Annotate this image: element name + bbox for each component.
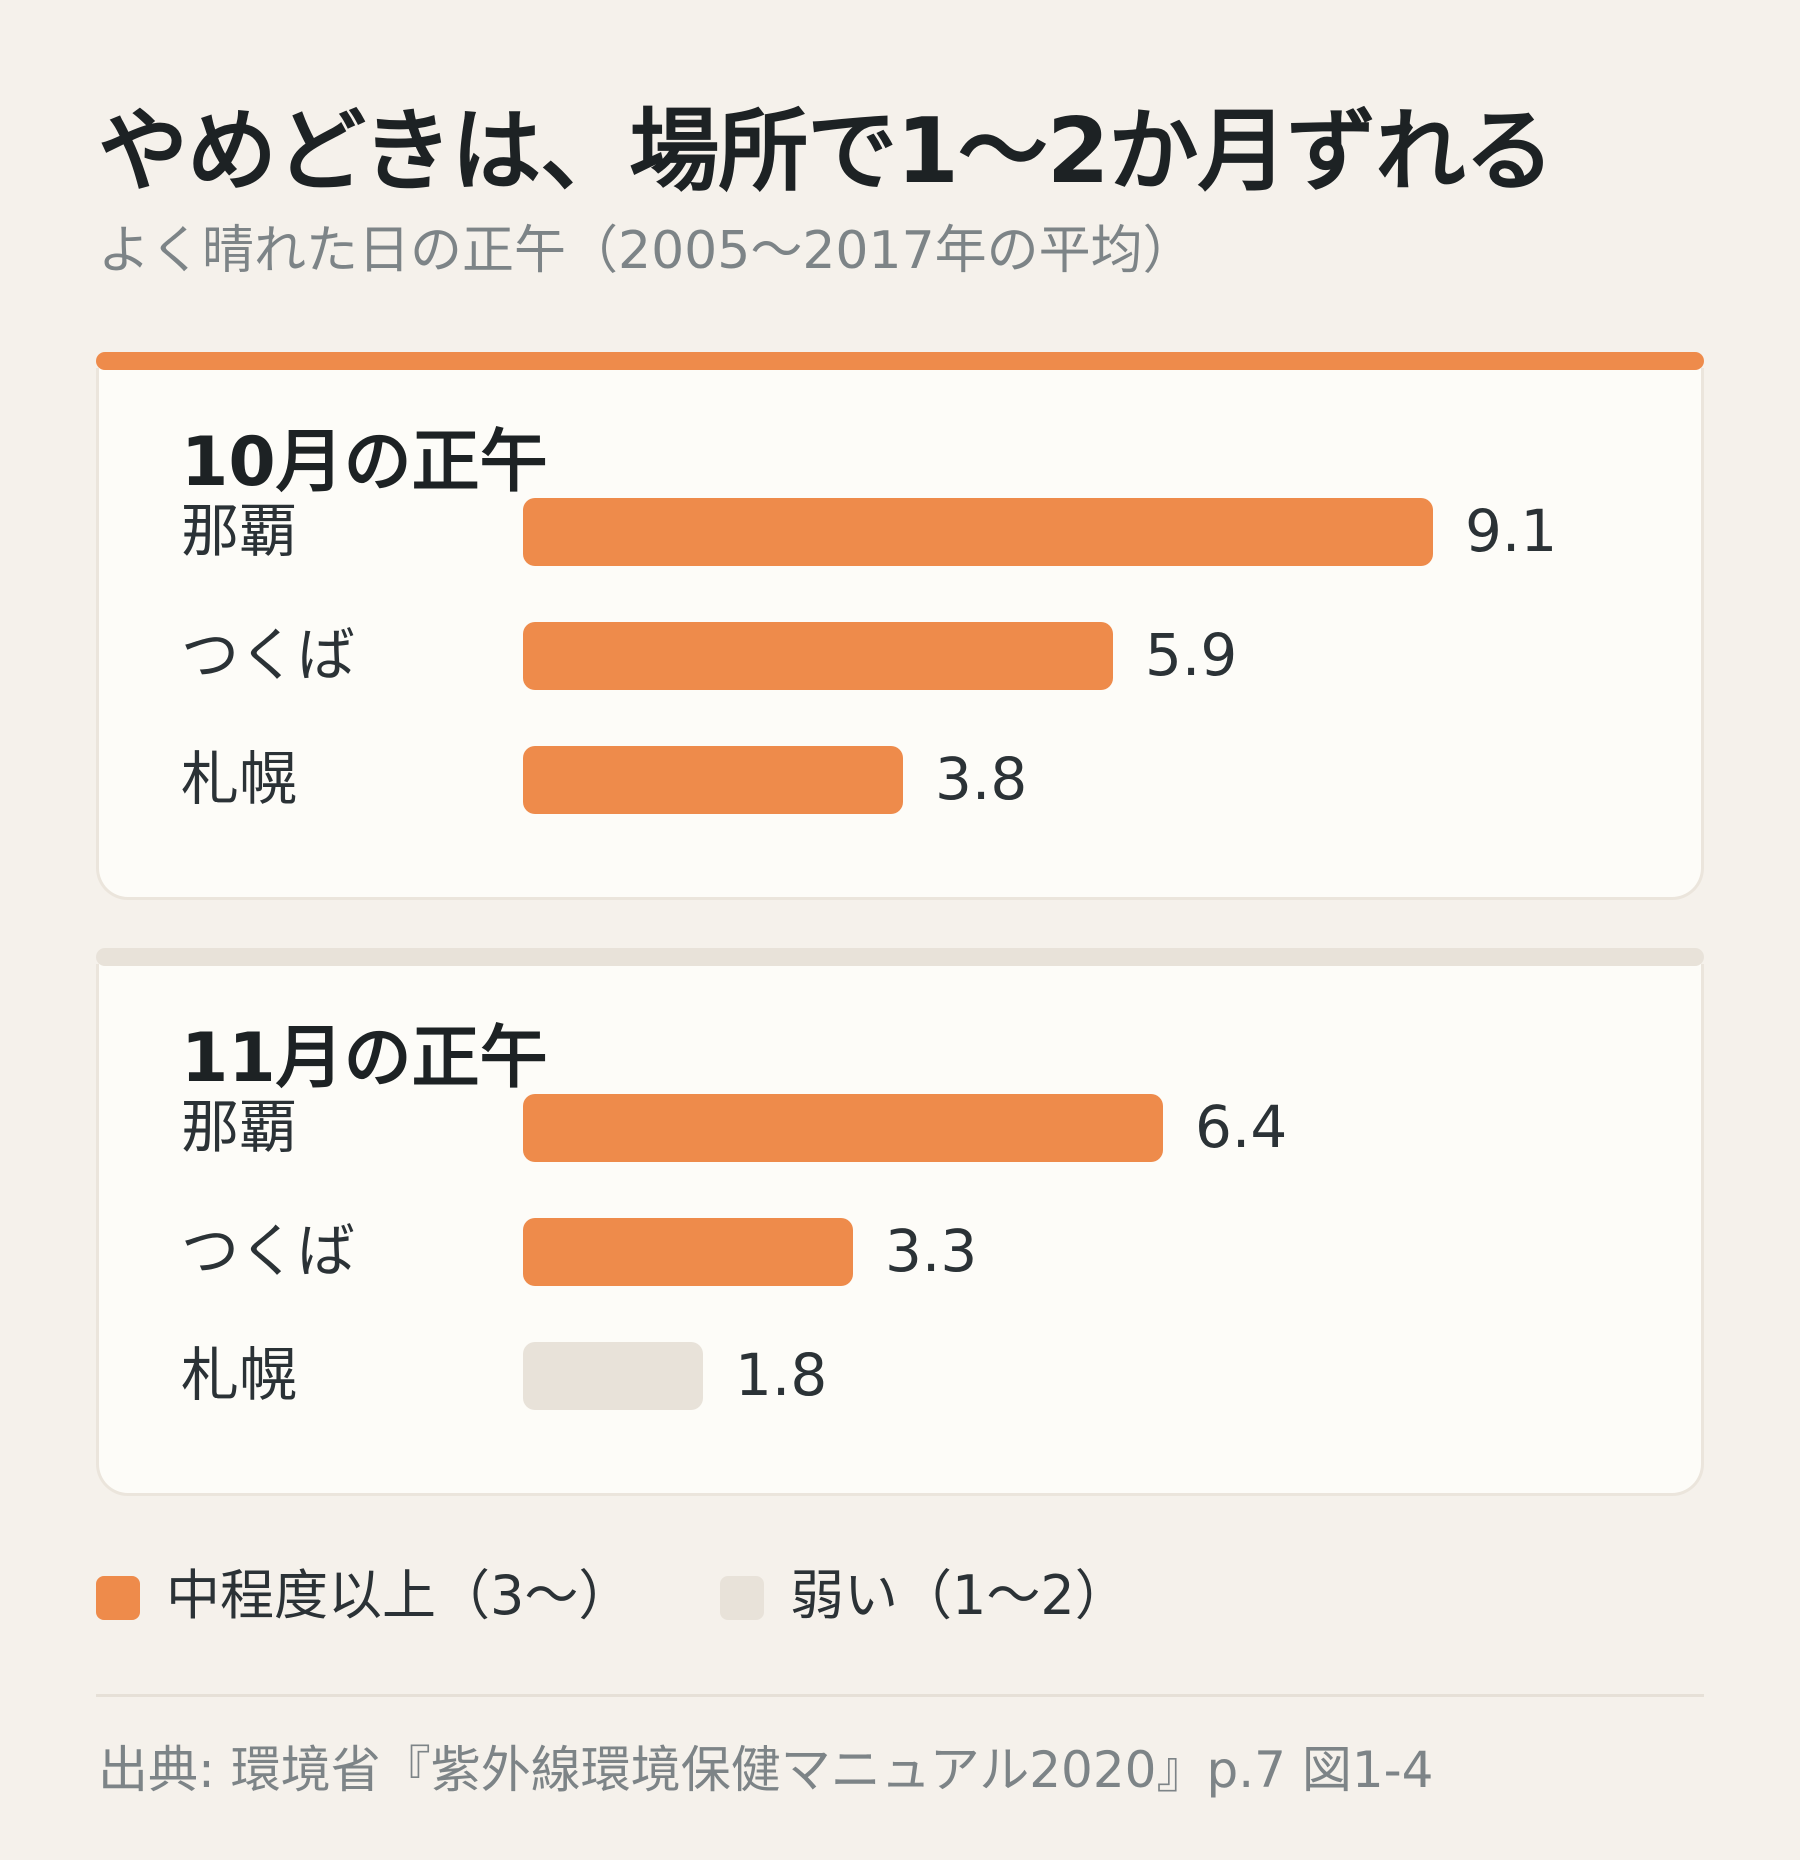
bar-tsukuba	[523, 622, 1113, 690]
bar-value-tsukuba: 3.3	[885, 1217, 978, 1285]
bar-naha	[523, 1094, 1163, 1162]
legend-label-moderate: 中程度以上（3〜）	[166, 1564, 633, 1627]
bar-row-naha: 那覇 9.1	[99, 496, 1701, 566]
bar-label-naha: 那覇	[181, 497, 298, 565]
legend-label-weak: 弱い（1〜2）	[790, 1564, 1129, 1627]
chart-subtitle: よく晴れた日の正午（2005〜2017年の平均）	[98, 221, 1195, 281]
legend-swatch-moderate	[96, 1576, 140, 1620]
bar-row-tsukuba: つくば 3.3	[99, 1216, 1701, 1286]
bar-row-sapporo: 札幌 3.8	[99, 744, 1701, 814]
bar-row-sapporo: 札幌 1.8	[99, 1340, 1701, 1410]
panel-accent-bar	[96, 948, 1704, 966]
source-note: 出典: 環境省『紫外線環境保健マニュアル2020』p.7 図1-4	[98, 1741, 1434, 1799]
bar-row-naha: 那覇 6.4	[99, 1092, 1701, 1162]
bar-value-naha: 6.4	[1195, 1093, 1288, 1161]
bar-naha	[523, 498, 1433, 566]
panel-title: 10月の正午	[181, 423, 548, 502]
chart-title: やめどきは、場所で1〜2か月ずれる	[98, 99, 1555, 204]
panel-october: 10月の正午 那覇 9.1 つくば 5.9 札幌 3.8	[96, 352, 1704, 900]
panel-title: 11月の正午	[181, 1019, 548, 1098]
bar-label-sapporo: 札幌	[181, 1341, 298, 1409]
legend: 中程度以上（3〜） 弱い（1〜2）	[96, 1564, 1696, 1627]
bar-sapporo	[523, 746, 903, 814]
bar-value-sapporo: 1.8	[735, 1341, 828, 1409]
bar-label-naha: 那覇	[181, 1093, 298, 1161]
bar-tsukuba	[523, 1218, 853, 1286]
bar-value-sapporo: 3.8	[935, 745, 1028, 813]
bar-label-tsukuba: つくば	[181, 1217, 356, 1285]
bar-row-tsukuba: つくば 5.9	[99, 620, 1701, 690]
legend-swatch-weak	[720, 1576, 764, 1620]
divider	[96, 1694, 1704, 1697]
bar-value-tsukuba: 5.9	[1145, 621, 1238, 689]
panel-november: 11月の正午 那覇 6.4 つくば 3.3 札幌 1.8	[96, 948, 1704, 1496]
bar-value-naha: 9.1	[1465, 497, 1558, 565]
panel-accent-bar	[96, 352, 1704, 370]
bar-label-tsukuba: つくば	[181, 621, 356, 689]
bar-sapporo	[523, 1342, 703, 1410]
bar-label-sapporo: 札幌	[181, 745, 298, 813]
